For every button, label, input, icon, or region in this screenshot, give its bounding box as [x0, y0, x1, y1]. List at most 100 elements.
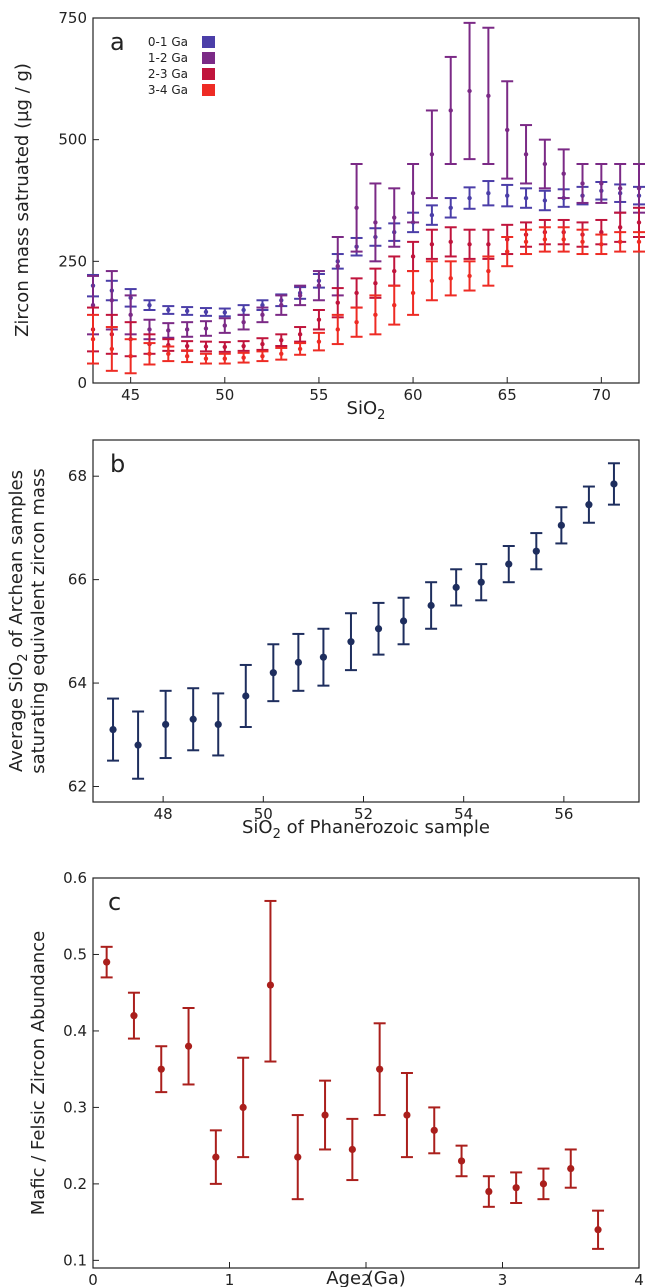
panel-a-data-point [636, 186, 642, 191]
panel-b-ytick-label: 62 [68, 777, 87, 795]
panel-b-ticks: 48 50 52 54 56 62 64 66 68 [68, 467, 574, 823]
panel-b-data-point [214, 720, 222, 729]
panel-a-data-point [241, 307, 246, 313]
panel-c-data-point [103, 958, 111, 966]
panel-a-data-point [505, 193, 510, 198]
panel-a-data-point [184, 354, 190, 359]
panel-a-data-point [184, 327, 190, 332]
panel-c-data-point [376, 1065, 384, 1073]
panel-a-chart: 45 50 55 60 65 70 0 250 500 750 a 0-1 Ga 1-2 Ga 2-3… [12, 9, 645, 423]
panel-a-data-point [354, 290, 359, 296]
panel-c-data-point [321, 1111, 329, 1119]
panel-c-ytick-label: 0.2 [63, 1175, 87, 1193]
panel-c-data-point [348, 1145, 356, 1154]
panel-c-ytick-label: 0.3 [63, 1098, 87, 1116]
panel-a-data-point [486, 242, 491, 247]
panel-a-data-point [410, 191, 416, 196]
panel-b-data-point [242, 692, 250, 700]
panel-b-data-point [162, 720, 170, 729]
panel-c-ytick-label: 0.5 [63, 945, 87, 963]
panel-a-data-point [599, 242, 604, 247]
panel-a-data-point [523, 239, 529, 245]
panel-a-data-point [467, 273, 472, 279]
panel-a-data-point [392, 215, 397, 220]
panel-b-xtick-label: 50 [254, 805, 273, 823]
panel-a-data-point [636, 220, 642, 225]
panel-a-label: a [110, 28, 125, 56]
panel-a-data-point [373, 220, 378, 225]
panel-a-data-point [335, 327, 340, 332]
panel-c-chart: 0 1 2 3 4 0.1 0.2 0.3 0.4 0.5 0.6 c Age (Ga) Mafic… [28, 869, 644, 1287]
panel-c-data-point [512, 1184, 520, 1192]
panel-c-data-point [239, 1103, 247, 1112]
panel-b-data-point [427, 601, 435, 610]
panel-a-data-point [486, 268, 491, 274]
panel-a-data-point [599, 181, 604, 186]
panel-c-data-point [184, 1042, 193, 1050]
panel-a-xtick-label: 55 [309, 386, 328, 404]
panel-c-xtick-label: 0 [88, 1271, 98, 1287]
panel-a-data-point [184, 308, 190, 314]
panel-a-data-point [410, 254, 416, 259]
panel-a-data-point [203, 326, 209, 331]
panel-b-xtick-label: 48 [154, 805, 173, 823]
panel-c-data-point [294, 1153, 302, 1161]
panel-a-data-point [147, 302, 152, 308]
panel-c-xlabel: Age (Ga) [326, 1268, 406, 1287]
legend-swatch [202, 68, 215, 80]
panel-a-data-point [222, 323, 227, 328]
legend-label: 2-3 Ga [148, 67, 188, 81]
panel-b-data-point [557, 521, 565, 529]
panel-a-data-point [184, 343, 190, 349]
panel-a-data-point [222, 356, 227, 361]
panel-a-data-point [523, 195, 529, 201]
panel-b-ytick-label: 66 [68, 571, 87, 589]
panel-a-data-point [542, 237, 548, 242]
panel-b-data-point [319, 653, 328, 661]
panel-c-xtick-label: 1 [225, 1271, 235, 1287]
panel-a-data-point [241, 319, 246, 325]
panel-a-data-point [467, 88, 472, 94]
panel-b-data-point [610, 480, 618, 488]
panel-c-label: c [108, 888, 121, 916]
panel-c-data-point [485, 1187, 493, 1196]
panel-b-data-point [585, 501, 593, 509]
panel-a-data-point [222, 344, 227, 350]
panel-a-data-point [166, 328, 171, 333]
panel-a-data-point [279, 337, 284, 343]
panel-a-data-point [580, 181, 585, 186]
panel-b-data-point [374, 625, 383, 633]
panel-a-data-point [542, 161, 548, 167]
panel-a-data-point [109, 298, 115, 303]
panel-a-data-point [90, 337, 96, 342]
panel-a-data-point [260, 302, 265, 308]
panel-b-data-point [189, 715, 197, 723]
panel-a-data-point [203, 356, 209, 361]
panel-a-data-point [486, 191, 491, 196]
panel-a-data-point [467, 242, 472, 247]
panel-b-xlabel: SiO2 of Phanerozoic sample [242, 817, 490, 842]
panel-a-data-point [429, 242, 435, 247]
panel-a-legend: 0-1 Ga 1-2 Ga 2-3 Ga 3-4 Ga [148, 35, 215, 97]
panel-a-data-point [335, 300, 340, 305]
panel-a-data-point [297, 332, 303, 337]
panel-a-data-point [429, 212, 435, 218]
panel-a-data-point [392, 268, 397, 274]
panel-b-plot-frame [92, 439, 640, 803]
panel-a-data-point [448, 239, 453, 245]
panel-a-data-point [448, 205, 453, 210]
panel-a-xtick-label: 70 [592, 386, 611, 404]
panel-c-ytick-label: 0.6 [63, 869, 87, 887]
panel-c-data-point [266, 981, 275, 989]
panel-a-data-point [147, 351, 152, 356]
panel-a-data-point [260, 341, 265, 347]
panel-a-data-point [561, 237, 566, 242]
legend-swatch [202, 52, 215, 64]
panel-a-data-point [448, 108, 453, 113]
panel-c-xtick-label: 2 [361, 1271, 371, 1287]
panel-a-data-point [354, 205, 359, 210]
panel-c-ytick-label: 0.4 [63, 1022, 87, 1040]
panel-b-data-point [134, 741, 142, 749]
panel-a-data-point [354, 319, 359, 325]
